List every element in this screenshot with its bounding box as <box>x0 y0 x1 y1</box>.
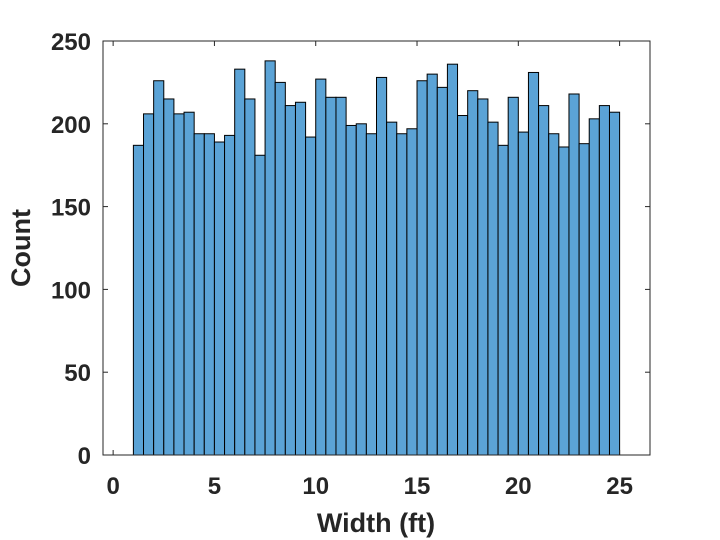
histogram-bar <box>538 105 550 456</box>
y-tick-label: 250 <box>51 29 91 56</box>
histogram-bar <box>487 121 499 456</box>
y-axis-ticks: 0 50 100 150 200 250 <box>51 29 650 470</box>
bars-group <box>132 60 621 456</box>
histogram-bar <box>143 113 155 456</box>
x-tick-label: 15 <box>404 473 431 500</box>
x-tick-label: 20 <box>505 473 532 500</box>
x-axis-label: Width (ft) <box>317 508 435 538</box>
histogram-bar <box>608 111 621 456</box>
histogram-bar <box>497 144 509 456</box>
histogram-bar <box>173 113 185 456</box>
histogram-bar <box>406 128 418 456</box>
histogram-bar <box>203 133 215 456</box>
histogram-bar <box>598 105 610 456</box>
histogram-bar <box>244 98 256 456</box>
histogram-bar <box>467 90 479 456</box>
histogram-bar <box>416 80 428 456</box>
histogram-bar <box>386 121 398 456</box>
y-tick-label: 100 <box>51 277 91 304</box>
histogram-bar <box>548 133 560 456</box>
histogram-bar <box>234 68 246 456</box>
histogram-bar <box>163 98 175 456</box>
histogram-bar <box>507 96 519 456</box>
histogram-bar <box>193 133 205 456</box>
x-tick-label: 5 <box>208 473 221 500</box>
histogram-bar <box>254 154 266 456</box>
y-tick-label: 200 <box>51 112 91 139</box>
histogram-bar <box>335 96 347 456</box>
y-tick-label: 50 <box>64 360 91 387</box>
x-axis-ticks: 0 5 10 15 20 25 <box>106 41 633 500</box>
histogram-bar <box>426 73 438 456</box>
histogram-bar <box>578 143 590 456</box>
y-tick-label: 0 <box>78 443 91 470</box>
histogram-bar <box>284 105 296 456</box>
histogram-bar <box>183 111 195 456</box>
histogram-bar <box>376 76 388 456</box>
histogram-bar <box>132 144 145 456</box>
plot-area-frame <box>102 40 651 456</box>
histogram-bar <box>568 93 580 456</box>
histogram-bar <box>224 134 236 456</box>
histogram-bar <box>213 141 226 456</box>
x-tick-label: 0 <box>106 473 119 500</box>
x-tick-label: 25 <box>606 473 633 500</box>
histogram-bar <box>517 131 529 456</box>
histogram-bar <box>457 115 469 456</box>
histogram-bar <box>477 98 489 456</box>
histogram-bar <box>527 71 540 456</box>
histogram-bar <box>436 86 448 456</box>
histogram-bar <box>558 146 570 456</box>
histogram-bar <box>294 101 307 456</box>
histogram-bar <box>264 60 276 456</box>
y-tick-label: 150 <box>51 195 91 222</box>
histogram-bar <box>305 136 317 456</box>
histogram-bar <box>274 81 286 456</box>
histogram-bar <box>446 63 459 456</box>
y-axis-label: Count <box>6 209 36 287</box>
histogram-bar <box>365 133 377 456</box>
histogram-bar <box>396 133 408 456</box>
histogram-bar <box>588 118 600 456</box>
histogram-bar <box>325 96 337 456</box>
x-tick-label: 10 <box>302 473 329 500</box>
histogram-bar <box>355 123 367 456</box>
histogram-bar <box>153 80 165 456</box>
histogram-bar <box>345 124 357 456</box>
histogram-bar <box>315 78 327 456</box>
